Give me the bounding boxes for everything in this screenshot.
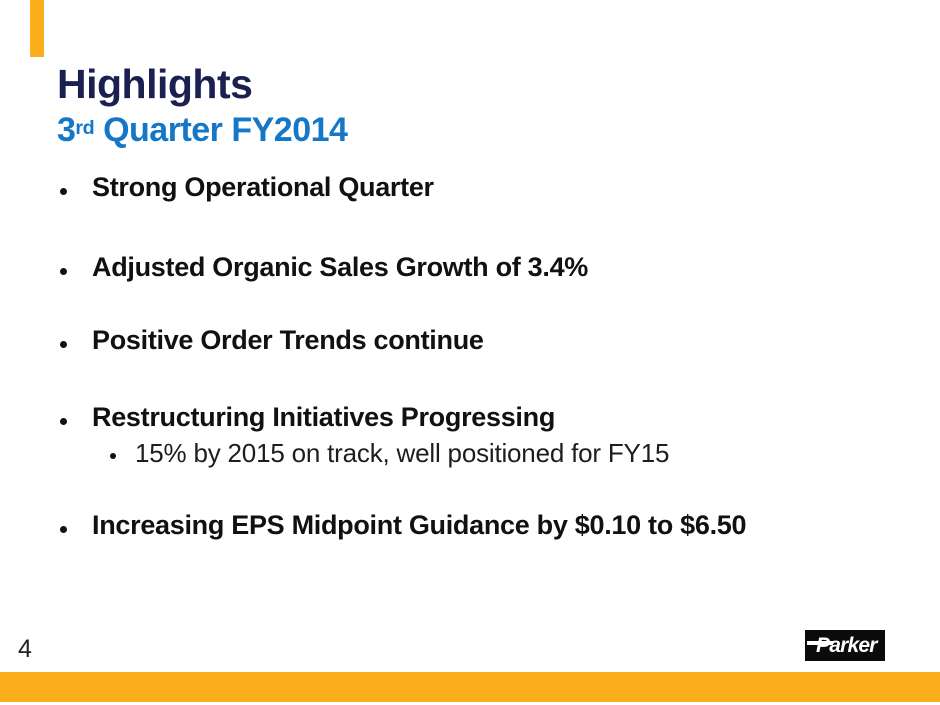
bullet-text: Adjusted Organic Sales Growth of 3.4% [92,252,589,282]
bullet-text: Restructuring Initiatives Progressing [92,402,556,432]
page-number: 4 [18,635,32,663]
parker-logo-text: Parker [816,634,877,657]
gold-top-accent-bar [30,0,44,57]
slide-title: Highlights [57,61,253,108]
slide-subtitle: 3rd Quarter FY2014 [57,111,348,150]
subtitle-superscript: rd [75,117,95,140]
bullet-dot-icon [110,453,116,459]
parker-logo-dash-icon [807,641,833,645]
bullet-dot-icon [60,418,67,425]
bullet-dot-icon [60,526,67,533]
gold-footer-bar [0,672,940,702]
parker-logo: Parker [805,630,885,661]
bullet-dot-icon [60,341,67,348]
sub-bullet-text: 15% by 2015 on track, well positioned fo… [135,438,670,468]
bullet-item: Positive Order Trends continue [57,327,484,354]
subtitle-base: 3 [57,111,76,150]
bullet-text: Strong Operational Quarter [92,172,434,202]
bullet-text: Increasing EPS Midpoint Guidance by $0.1… [92,510,747,540]
bullet-item: Restructuring Initiatives Progressing [57,404,555,431]
bullet-dot-icon [60,188,67,195]
subtitle-rest: Quarter FY2014 [94,111,348,150]
bullet-dot-icon [60,268,67,275]
bullet-text: Positive Order Trends continue [92,325,484,355]
bullet-item: Increasing EPS Midpoint Guidance by $0.1… [57,510,747,540]
sub-bullet-item: 15% by 2015 on track, well positioned fo… [108,440,669,466]
bullet-item: Adjusted Organic Sales Growth of 3.4% [57,254,588,281]
bullet-item: Strong Operational Quarter [57,174,434,201]
